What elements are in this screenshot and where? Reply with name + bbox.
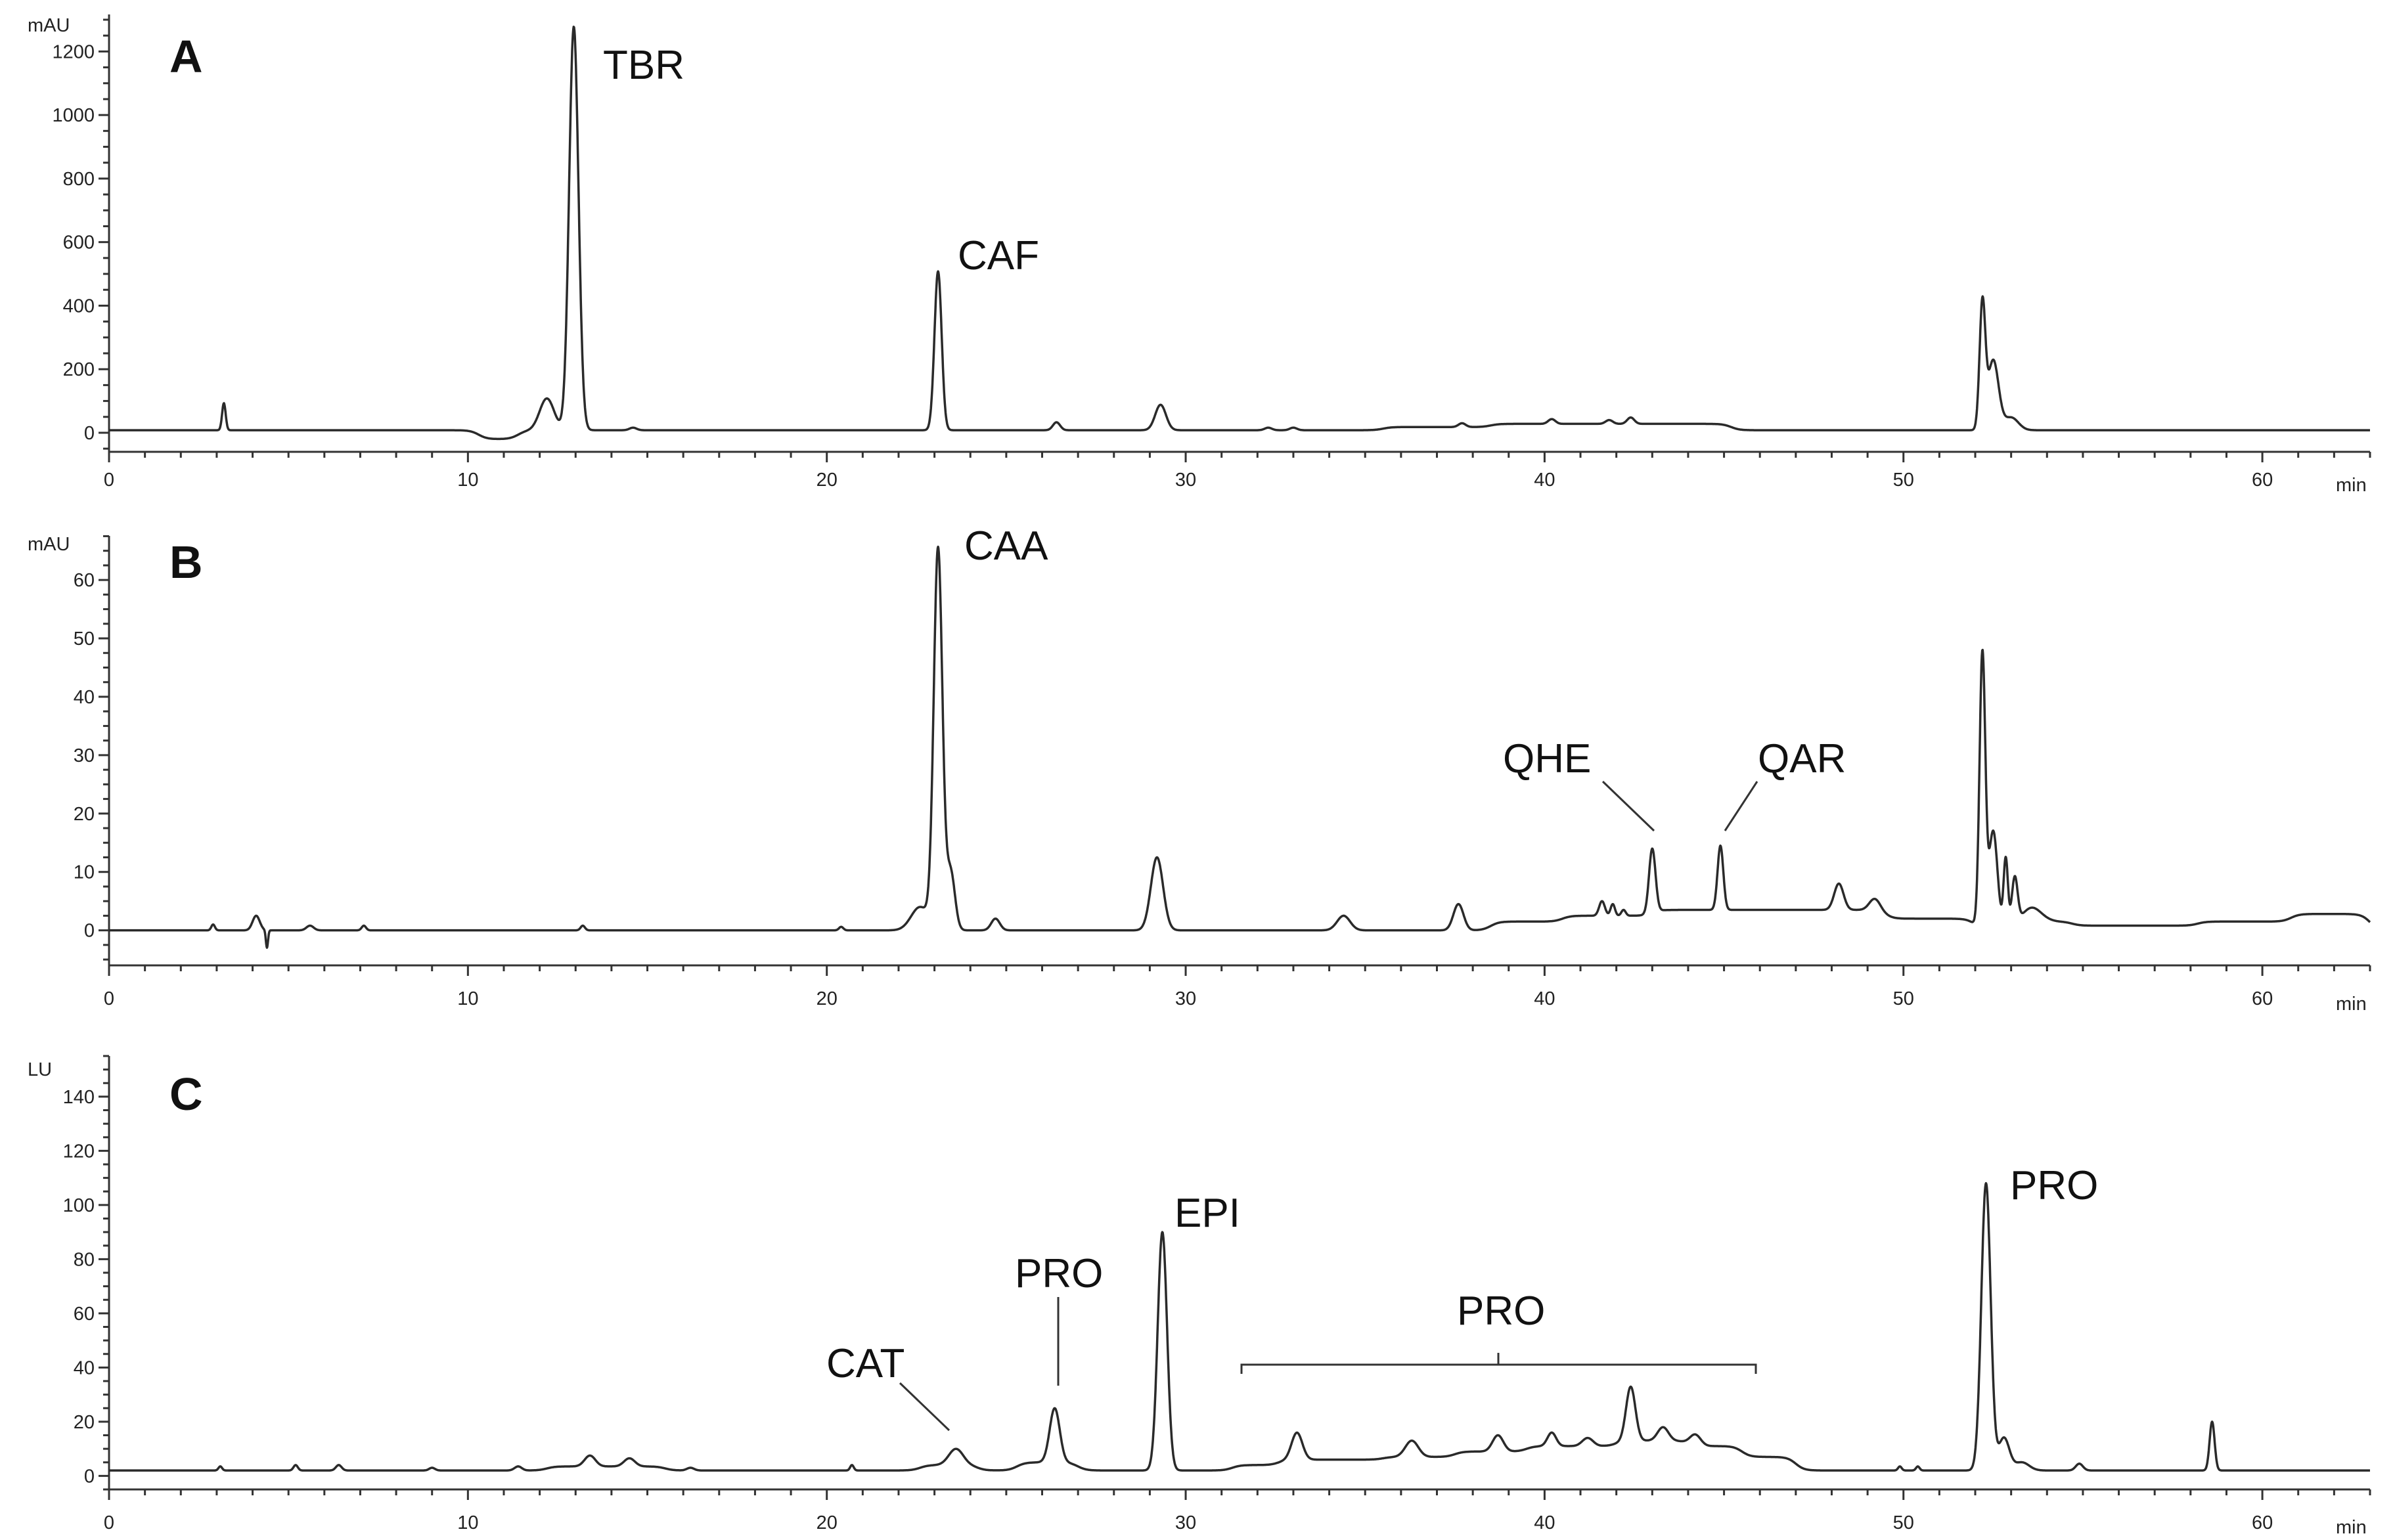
x-tick-label: 40 xyxy=(1534,470,1555,491)
y-tick-label: 600 xyxy=(63,232,95,253)
y-tick-label: 10 xyxy=(74,862,95,883)
x-tick-label: 20 xyxy=(816,470,838,491)
qar-pointer-line xyxy=(1724,781,1758,831)
x-tick-label: 30 xyxy=(1175,470,1196,491)
x-tick-label: 10 xyxy=(457,470,478,491)
panel-b-trace xyxy=(108,545,2371,949)
y-tick-label: 140 xyxy=(63,1087,95,1108)
y-tick-label: 100 xyxy=(63,1195,95,1216)
peak-label-qar: QAR xyxy=(1758,736,1846,781)
x-tick-label: 10 xyxy=(457,1512,478,1533)
x-tick-label: 50 xyxy=(1893,470,1914,491)
peak-label-pro-2: PRO xyxy=(1457,1288,1545,1334)
y-tick-label: 60 xyxy=(74,570,95,591)
x-tick-label: 0 xyxy=(104,988,114,1009)
panel-b-annotations: CAA QHE QAR xyxy=(964,523,1846,832)
panel-b: 0 10 20 30 40 50 60 0 10 20 30 40 50 60 B mAU min CAA… xyxy=(28,523,2371,1015)
y-tick-label: 1200 xyxy=(52,41,95,62)
x-tick-label: 0 xyxy=(104,1512,114,1533)
panel-c-y-unit: LU xyxy=(28,1059,52,1080)
y-tick-label: 200 xyxy=(63,359,95,380)
x-tick-label: 50 xyxy=(1893,1512,1914,1533)
panel-a-letter: A xyxy=(169,31,203,82)
panel-c-letter: C xyxy=(169,1068,203,1120)
x-tick-label: 60 xyxy=(2252,470,2273,491)
x-tick-label: 20 xyxy=(816,988,838,1009)
y-tick-label: 20 xyxy=(74,804,95,825)
panel-c: 0 10 20 30 40 50 60 0 20 40 60 80 100 120 140 C LU min… xyxy=(28,1055,2371,1538)
x-tick-label: 20 xyxy=(816,1512,838,1533)
y-tick-label: 20 xyxy=(74,1412,95,1433)
panel-a-annotations: TBR CAF xyxy=(603,43,1039,278)
y-tick-label: 0 xyxy=(84,1466,95,1487)
panel-b-letter: B xyxy=(169,537,203,588)
x-tick-label: 60 xyxy=(2252,1512,2273,1533)
peak-label-caa: CAA xyxy=(964,523,1048,569)
x-tick-label: 60 xyxy=(2252,988,2273,1009)
qhe-pointer-line xyxy=(1601,780,1655,832)
peak-label-caf: CAF xyxy=(958,233,1039,278)
peak-label-qhe: QHE xyxy=(1503,736,1591,781)
y-tick-label: 120 xyxy=(63,1141,95,1162)
panel-b-y-unit: mAU xyxy=(28,534,70,555)
x-tick-label: 30 xyxy=(1175,988,1196,1009)
y-tick-label: 30 xyxy=(74,745,95,766)
panel-a-x-unit: min xyxy=(2336,475,2367,496)
peak-label-pro-3: PRO xyxy=(2010,1163,2098,1208)
y-tick-label: 50 xyxy=(74,628,95,649)
y-tick-label: 60 xyxy=(74,1304,95,1325)
x-tick-label: 40 xyxy=(1534,1512,1555,1533)
y-tick-label: 800 xyxy=(63,169,95,190)
peak-label-pro-1: PRO xyxy=(1015,1251,1103,1296)
x-tick-label: 40 xyxy=(1534,988,1555,1009)
x-tick-label: 0 xyxy=(104,470,114,491)
peak-label-cat: CAT xyxy=(826,1341,905,1386)
peak-label-epi: EPI xyxy=(1174,1191,1240,1236)
panel-b-axes: 0 10 20 30 40 50 60 0 10 20 30 40 50 60 xyxy=(74,535,2371,1009)
y-tick-label: 400 xyxy=(63,296,95,317)
panel-c-x-unit: min xyxy=(2336,1517,2367,1538)
y-tick-label: 40 xyxy=(74,687,95,708)
panel-c-trace xyxy=(108,1181,2371,1472)
y-tick-label: 40 xyxy=(74,1357,95,1378)
pro-range-bracket xyxy=(1240,1353,1757,1374)
y-tick-label: 0 xyxy=(84,423,95,444)
peak-label-tbr: TBR xyxy=(603,43,684,88)
panel-c-annotations: CAT PRO EPI PRO PRO xyxy=(826,1163,2098,1432)
panel-a-trace xyxy=(108,26,2371,441)
x-tick-label: 50 xyxy=(1893,988,1914,1009)
panel-b-x-unit: min xyxy=(2336,994,2367,1015)
y-tick-label: 80 xyxy=(74,1249,95,1270)
panel-c-axes: 0 10 20 30 40 50 60 0 20 40 60 80 100 120 140 xyxy=(63,1055,2371,1533)
y-tick-label: 1000 xyxy=(52,105,95,126)
y-tick-label: 0 xyxy=(84,921,95,942)
x-tick-label: 10 xyxy=(457,988,478,1009)
panel-a-y-unit: mAU xyxy=(28,15,70,36)
cat-pointer-line xyxy=(899,1382,950,1432)
x-tick-label: 30 xyxy=(1175,1512,1196,1533)
